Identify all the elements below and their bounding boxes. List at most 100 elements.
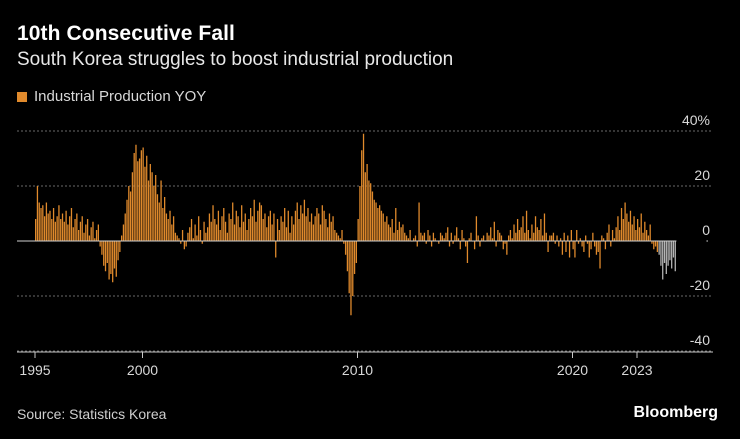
bar — [404, 232, 406, 241]
bar — [180, 241, 182, 244]
bar — [189, 227, 191, 241]
bar — [430, 241, 433, 247]
bar — [300, 205, 302, 241]
bar — [301, 213, 304, 241]
bar — [642, 232, 644, 241]
bar — [386, 216, 388, 241]
bar — [638, 227, 641, 241]
bar — [103, 241, 105, 266]
bar — [194, 224, 196, 241]
bar — [190, 219, 193, 241]
bar — [51, 219, 53, 241]
bar — [214, 219, 216, 241]
bar — [493, 221, 495, 241]
bar — [504, 241, 506, 244]
bar — [377, 208, 379, 241]
bar — [594, 241, 596, 247]
bar — [586, 241, 589, 244]
bar — [92, 221, 94, 241]
bar — [364, 172, 366, 241]
bar — [128, 186, 130, 241]
bar — [543, 213, 546, 241]
bar — [253, 199, 255, 241]
bar — [149, 164, 151, 241]
bar — [52, 208, 55, 241]
bar — [547, 241, 549, 252]
bar — [60, 219, 62, 241]
bar — [481, 238, 483, 241]
bar — [291, 216, 293, 241]
bar — [565, 241, 567, 252]
bar — [380, 210, 383, 241]
bar — [140, 150, 142, 241]
bar — [165, 213, 168, 241]
x-tick-label: 2020 — [557, 362, 588, 378]
bar — [176, 235, 178, 241]
bar — [106, 241, 108, 263]
bloomberg-logo: Bloomberg — [633, 404, 718, 421]
bar — [651, 241, 653, 244]
bar — [601, 235, 603, 241]
bar — [413, 238, 415, 241]
bar — [38, 202, 40, 241]
bar — [267, 216, 270, 241]
bar — [35, 219, 37, 241]
bar — [506, 241, 508, 255]
bar — [271, 224, 273, 241]
bar — [434, 238, 436, 241]
bar — [359, 186, 361, 241]
bar — [525, 210, 528, 241]
bar — [233, 224, 236, 241]
bar — [396, 230, 399, 241]
bar — [398, 221, 400, 241]
bar — [162, 208, 164, 241]
bar — [42, 205, 44, 241]
bar — [336, 232, 338, 241]
bar — [610, 241, 612, 247]
bar — [551, 235, 553, 241]
bar — [495, 241, 497, 247]
bar — [439, 232, 442, 241]
bar — [647, 235, 650, 241]
bar — [119, 241, 121, 252]
bar — [667, 241, 669, 266]
bar — [224, 221, 227, 241]
bar — [160, 180, 162, 241]
bar — [405, 235, 408, 241]
bar — [637, 219, 639, 241]
bar — [491, 238, 494, 241]
bar — [58, 205, 60, 241]
bar — [104, 241, 107, 272]
bar — [174, 232, 177, 241]
bar — [461, 230, 463, 241]
bar — [181, 230, 184, 241]
bar — [400, 227, 402, 241]
bar — [620, 208, 623, 241]
bar — [617, 216, 619, 241]
y-tick-label: 0 — [702, 222, 710, 238]
bar — [443, 238, 445, 241]
bar — [473, 241, 476, 250]
bar — [447, 227, 449, 241]
bar — [79, 221, 82, 241]
y-tick-label: -40 — [690, 332, 710, 348]
bar — [619, 230, 621, 241]
bar — [438, 241, 440, 244]
x-tick-label: 2000 — [127, 362, 158, 378]
bar — [196, 235, 198, 241]
bar — [470, 232, 472, 241]
bar — [273, 213, 275, 241]
bar — [457, 238, 460, 241]
bar — [371, 191, 374, 241]
bar — [529, 238, 531, 241]
bar — [387, 224, 390, 241]
bar — [126, 199, 128, 241]
bar — [217, 210, 220, 241]
bar — [183, 241, 185, 250]
bar — [592, 232, 594, 241]
bar — [90, 227, 92, 241]
bar — [416, 241, 418, 247]
bar — [312, 224, 314, 241]
bar — [69, 216, 71, 241]
